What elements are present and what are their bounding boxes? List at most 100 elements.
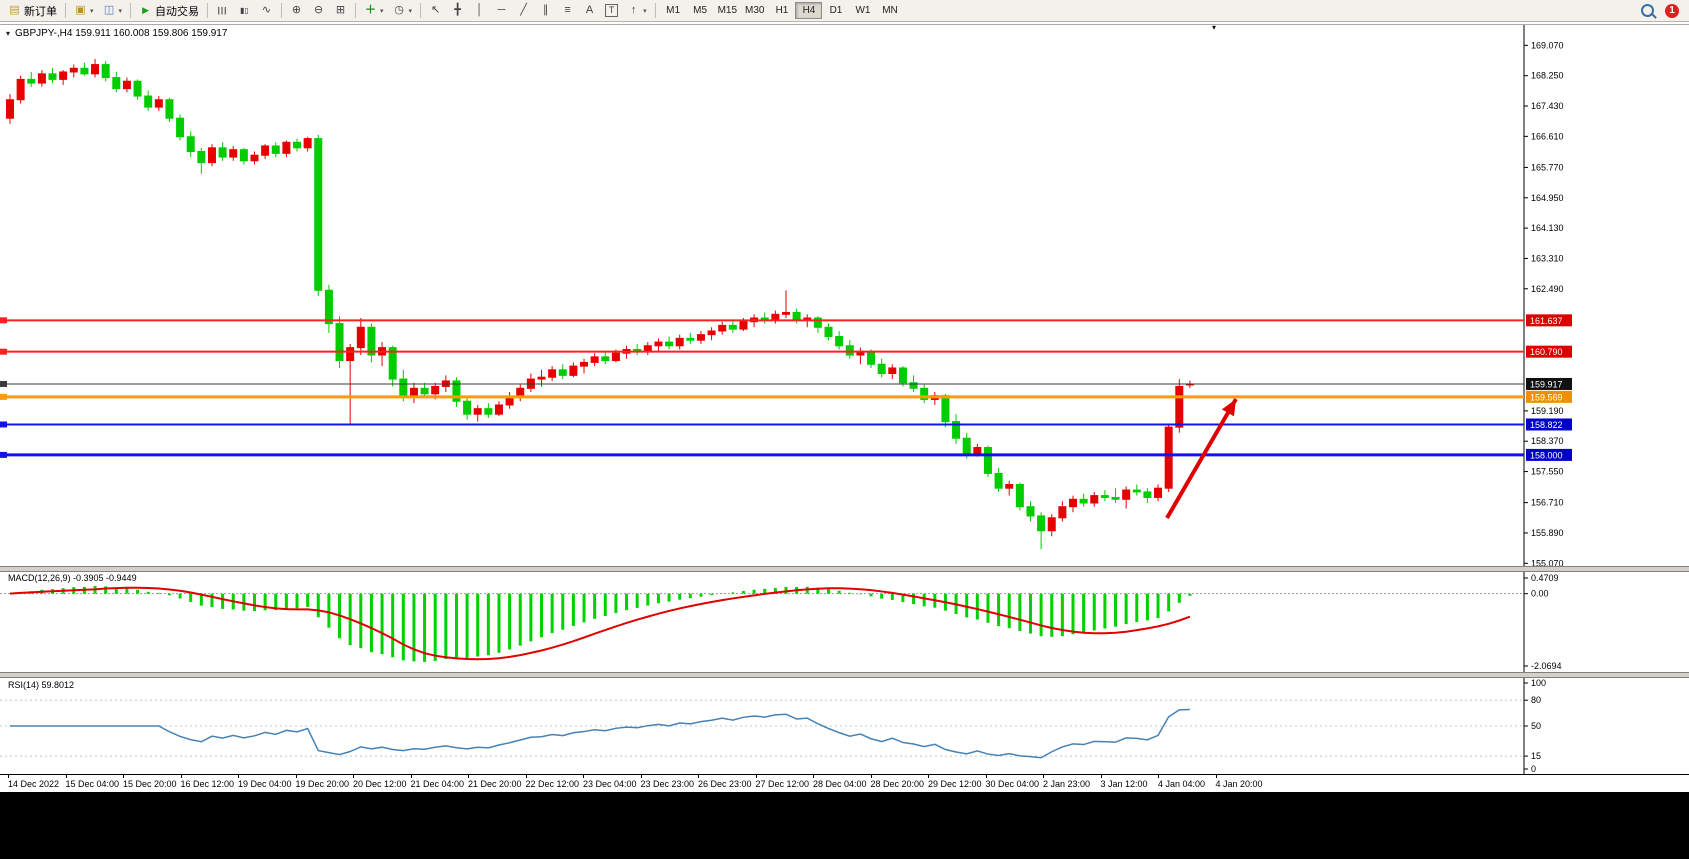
price-chart-canvas[interactable]: 169.070 168.250 167.430 166.610 165.770 164.9…	[0, 24, 1689, 567]
time-label: 15 Dec 04:00	[65, 775, 120, 789]
arrow-tools-button[interactable]: ↑ ▾	[623, 2, 651, 20]
profiles-button[interactable]: ◫ ▾	[99, 2, 127, 20]
toolbar-separator	[281, 3, 283, 18]
vertical-line-button[interactable]: │	[469, 2, 490, 20]
svg-text:164.130: 164.130	[1531, 223, 1564, 233]
candlestick-button[interactable]: ▮▯	[234, 2, 255, 20]
svg-text:0.4709: 0.4709	[1531, 573, 1559, 583]
svg-text:100: 100	[1531, 678, 1546, 688]
time-label: 22 Dec 12:00	[525, 775, 580, 789]
time-label: 4 Jan 20:00	[1215, 775, 1263, 789]
svg-text:163.310: 163.310	[1531, 253, 1564, 263]
cursor-button[interactable]: ↖	[425, 2, 446, 20]
timeframe-d1-button[interactable]: D1	[822, 2, 849, 19]
candles-series	[6, 59, 1194, 550]
time-label: 2 Jan 23:00	[1043, 775, 1091, 789]
new-order-icon: ▤	[9, 4, 20, 16]
svg-text:169.070: 169.070	[1531, 40, 1564, 50]
new-order-label: 新订单	[24, 5, 57, 18]
toolbar-separator	[207, 3, 209, 18]
timeframe-mn-button[interactable]: MN	[876, 2, 903, 19]
bottom-strip	[0, 792, 1689, 859]
time-label: 21 Dec 04:00	[410, 775, 465, 789]
zoom-out-button[interactable]: ⊖	[308, 2, 329, 20]
horizontal-lines[interactable]: 161.637 160.790 159.917 159.569 158.822 158.0…	[0, 314, 1572, 461]
timeframe-m15-button[interactable]: M15	[714, 2, 741, 19]
fibonacci-icon: ≡	[564, 4, 571, 16]
tile-windows-button[interactable]: ⊞	[330, 2, 351, 20]
svg-text:159.190: 159.190	[1531, 406, 1564, 416]
tile-windows-icon: ⊞	[335, 4, 346, 16]
svg-text:168.250: 168.250	[1531, 71, 1564, 81]
chart-title-text: GBPJPY-,H4 159.911 160.008 159.806 159.9…	[15, 28, 228, 39]
vertical-line-icon: │	[476, 4, 483, 16]
fibonacci-button[interactable]: ≡	[557, 2, 578, 20]
chevron-down-icon: ▾	[643, 7, 647, 15]
time-label: 19 Dec 04:00	[238, 775, 292, 789]
macd-panel-canvas[interactable]: 0.4709 0.00 -2.0694	[0, 572, 1689, 672]
timeframe-w1-button[interactable]: W1	[849, 2, 876, 19]
candlestick-icon: ▮▯	[240, 6, 249, 15]
time-label: 29 Dec 12:00	[928, 775, 982, 789]
timeframe-m30-button[interactable]: M30	[741, 2, 768, 19]
time-axis[interactable]: 14 Dec 2022 15 Dec 04:00 15 Dec 20:00 16 De…	[0, 774, 1689, 792]
rsi-line	[10, 708, 1190, 759]
text-icon: A	[585, 4, 594, 16]
indicators-icon: ＋	[365, 4, 377, 16]
trend-arrow[interactable]	[1165, 397, 1238, 520]
horizontal-line-icon: ─	[497, 4, 506, 16]
timeframe-m1-button[interactable]: M1	[660, 2, 687, 19]
toolbar-separator	[355, 3, 357, 18]
svg-text:0: 0	[1531, 764, 1536, 774]
time-label: 23 Dec 04:00	[583, 775, 637, 789]
horizontal-line-button[interactable]: ─	[491, 2, 512, 20]
time-label: 26 Dec 23:00	[698, 775, 752, 789]
price-axis[interactable]: 169.070 168.250 167.430 166.610 165.770 164.9…	[1523, 25, 1564, 567]
line-chart-icon: ∿	[261, 4, 272, 16]
zoom-out-icon: ⊖	[313, 4, 324, 16]
crosshair-button[interactable]: ╋	[447, 2, 468, 20]
toolbar-separator	[130, 3, 132, 18]
channel-button[interactable]: ∥	[535, 2, 556, 20]
search-icon	[1641, 4, 1654, 17]
timeframe-h4-button[interactable]: H4	[795, 2, 823, 19]
timeframes-toolbar: M1 M5 M15 M30 H1 H4 D1 W1 MN	[660, 2, 904, 19]
line-chart-button[interactable]: ∿	[256, 2, 277, 20]
rsi-panel-canvas[interactable]: 100 80 50 15 0	[0, 678, 1689, 774]
bar-chart-button[interactable]: |||	[212, 2, 233, 20]
rsi-indicator-label: RSI(14) 59.8012	[8, 680, 75, 690]
trendline-button[interactable]: ╱	[513, 2, 534, 20]
zoom-in-button[interactable]: ⊕	[286, 2, 307, 20]
time-label: 30 Dec 04:00	[985, 775, 1040, 789]
svg-text:162.490: 162.490	[1531, 284, 1564, 294]
chart-shift-marker-icon[interactable]: ▾	[1212, 23, 1217, 32]
text-frame-button[interactable]: T	[601, 2, 622, 20]
svg-text:158.000: 158.000	[1530, 450, 1563, 460]
svg-text:0.00: 0.00	[1531, 589, 1549, 599]
one-click-trading-arrow-icon[interactable]: ▾	[6, 29, 11, 38]
svg-text:-2.0694: -2.0694	[1531, 661, 1562, 671]
time-label: 28 Dec 04:00	[813, 775, 867, 789]
new-chart-button[interactable]: ▣ ▾	[70, 2, 98, 20]
indicators-button[interactable]: ＋ ▾	[360, 2, 388, 20]
svg-text:157.550: 157.550	[1531, 467, 1564, 477]
panel-separator[interactable]	[0, 672, 1689, 678]
panel-separator[interactable]	[0, 566, 1689, 572]
toolbar-separator	[654, 3, 656, 18]
svg-text:161.637: 161.637	[1530, 316, 1563, 326]
timeframe-h1-button[interactable]: H1	[768, 2, 795, 19]
search-button[interactable]	[1637, 2, 1658, 20]
periods-button[interactable]: ◷ ▾	[389, 2, 417, 20]
rsi-axis: 100 80 50 15 0	[1523, 678, 1546, 774]
profiles-icon: ◫	[103, 4, 115, 16]
timeframe-m5-button[interactable]: M5	[687, 2, 714, 19]
time-label: 15 Dec 20:00	[123, 775, 177, 789]
svg-text:158.822: 158.822	[1530, 420, 1563, 430]
chevron-down-icon: ▾	[408, 7, 413, 15]
notification-badge[interactable]: 1	[1665, 3, 1679, 18]
autotrading-button[interactable]: ▶ 自动交易	[135, 2, 203, 20]
svg-text:164.950: 164.950	[1531, 193, 1564, 203]
new-order-button[interactable]: ▤ 新订单	[4, 2, 61, 20]
text-label-button[interactable]: A	[579, 2, 600, 20]
time-label: 21 Dec 20:00	[468, 775, 522, 789]
